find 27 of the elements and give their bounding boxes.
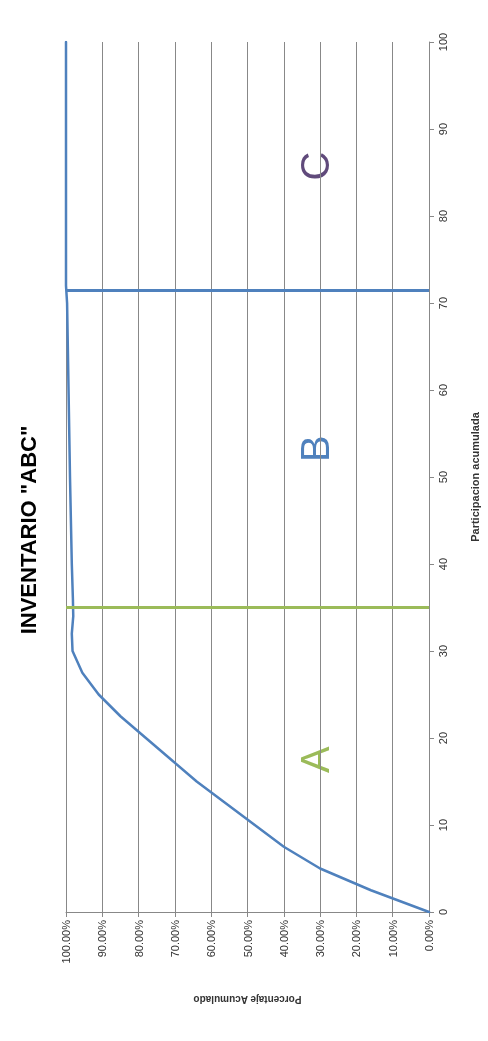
x-tick-label: 50.00%	[241, 919, 254, 958]
y-tick-label: 0	[436, 908, 449, 916]
y-tick-label: 90	[436, 122, 449, 136]
y-tick-label: 70	[436, 296, 449, 310]
x-axis-title: Porcentaje Acumulado	[193, 993, 302, 1005]
x-tick-label: 100.00%	[60, 919, 72, 964]
y-tick-label: 60	[436, 383, 449, 397]
annotation: B	[293, 435, 337, 463]
text: INVENTARIO "ABC"	[15, 425, 41, 635]
y-tick-label: 100	[436, 32, 449, 52]
x-tick-label: 30.00%	[314, 919, 327, 958]
y-tick-label: 40	[436, 557, 449, 571]
x-tick-label: 60.00%	[205, 919, 218, 958]
x-tick-label: 40.00%	[277, 919, 290, 958]
x-tick-label: 90.00%	[96, 919, 109, 958]
y-tick-label: 20	[436, 731, 449, 745]
y-tick-label: 80	[436, 209, 449, 223]
y-tick-label: 10	[436, 818, 449, 832]
y-tick-label: 50	[436, 470, 449, 484]
y-axis-title: Participacion acumulada	[468, 411, 481, 542]
x-tick-label: 10.00%	[386, 919, 399, 958]
x-tick-label: 20.00%	[350, 919, 363, 958]
y-tick-label: 30	[436, 644, 449, 658]
x-tick-label: 70.00%	[168, 919, 181, 958]
annotation: C	[293, 151, 337, 181]
x-tick-label: 0.00%	[423, 919, 435, 952]
x-tick-label: 80.00%	[132, 919, 145, 958]
